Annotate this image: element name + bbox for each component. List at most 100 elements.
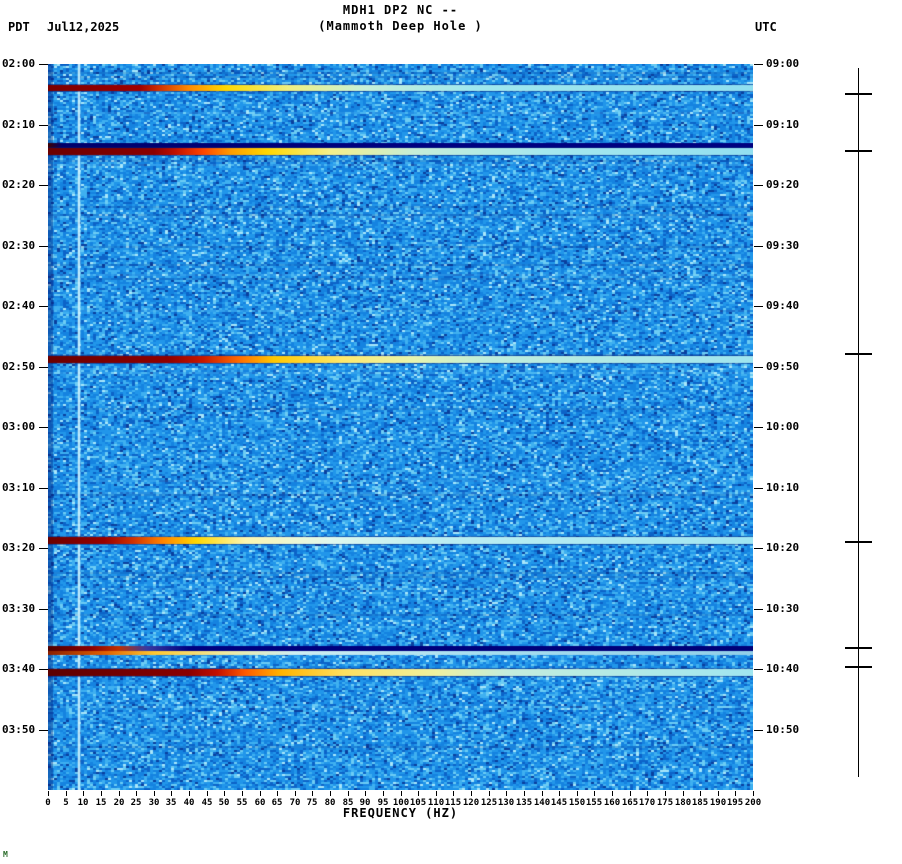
left-axis-tick bbox=[39, 366, 48, 368]
freq-tick-label: 0 bbox=[45, 798, 51, 808]
freq-axis-tick bbox=[471, 791, 472, 796]
freq-tick-label: 85 bbox=[342, 798, 354, 808]
freq-axis-tick bbox=[312, 791, 313, 796]
freq-axis-tick bbox=[612, 791, 613, 796]
left-time-label: 03:40 bbox=[2, 662, 36, 675]
freq-axis-tick bbox=[207, 791, 208, 796]
left-axis-tick bbox=[39, 245, 48, 247]
freq-axis-tick bbox=[436, 791, 437, 796]
spectrogram-heatmap bbox=[48, 64, 753, 790]
left-axis-tick bbox=[39, 487, 48, 489]
right-time-label: 09:30 bbox=[766, 238, 800, 252]
right-time-label: 09:00 bbox=[766, 57, 800, 70]
freq-tick-label: 90 bbox=[359, 798, 371, 808]
left-axis-tick bbox=[39, 669, 48, 670]
left-time-label: 02:50 bbox=[2, 359, 36, 373]
freq-axis-tick bbox=[330, 791, 331, 796]
right-time-label: 09:10 bbox=[766, 117, 800, 131]
station-subtitle: (Mammoth Deep Hole ) bbox=[318, 19, 483, 33]
left-time-label: 03:10 bbox=[2, 480, 36, 494]
left-axis-tick bbox=[39, 608, 48, 610]
frequency-axis-title: FREQUENCY (HZ) bbox=[342, 806, 459, 820]
freq-tick-label: 165 bbox=[621, 798, 639, 808]
freq-tick-label: 175 bbox=[656, 798, 674, 808]
freq-axis-tick bbox=[647, 791, 648, 796]
right-axis-tick bbox=[754, 669, 763, 670]
freq-axis-tick bbox=[665, 791, 666, 796]
left-axis-tick bbox=[39, 548, 48, 549]
freq-tick-label: 155 bbox=[585, 798, 603, 808]
freq-tick-label: 45 bbox=[201, 798, 213, 808]
event-marker-tick bbox=[845, 150, 872, 152]
freq-axis-tick bbox=[365, 791, 366, 796]
freq-tick-label: 145 bbox=[550, 798, 568, 808]
freq-tick-label: 100 bbox=[392, 798, 410, 808]
station-title: MDH1 DP2 NC -- bbox=[342, 3, 459, 17]
freq-tick-label: 105 bbox=[409, 798, 427, 808]
date-label: Jul12,2025 bbox=[47, 20, 120, 34]
freq-tick-label: 180 bbox=[674, 798, 692, 808]
right-time-label: 09:20 bbox=[766, 178, 800, 191]
left-time-label: 03:00 bbox=[2, 420, 36, 433]
event-marker-tick bbox=[845, 541, 872, 543]
right-axis-tick bbox=[754, 427, 763, 428]
freq-tick-label: 5 bbox=[63, 798, 69, 808]
left-axis-tick bbox=[39, 185, 48, 186]
freq-tick-label: 10 bbox=[77, 798, 89, 808]
left-time-label: 03:20 bbox=[2, 541, 36, 554]
freq-axis-tick bbox=[718, 791, 719, 796]
freq-tick-label: 170 bbox=[638, 798, 656, 808]
right-time-label: 10:10 bbox=[766, 480, 800, 494]
freq-axis-tick bbox=[453, 791, 454, 796]
left-time-label: 03:30 bbox=[2, 601, 36, 615]
left-time-label: 02:10 bbox=[2, 117, 36, 131]
freq-axis-tick bbox=[119, 791, 120, 796]
freq-axis-tick bbox=[542, 791, 543, 796]
freq-tick-label: 80 bbox=[324, 798, 336, 808]
freq-axis-tick bbox=[189, 791, 190, 796]
freq-tick-label: 130 bbox=[497, 798, 515, 808]
left-axis-tick bbox=[39, 124, 48, 126]
left-time-label: 02:00 bbox=[2, 57, 36, 70]
freq-tick-label: 50 bbox=[218, 798, 230, 808]
right-time-label: 10:00 bbox=[766, 420, 800, 433]
freq-tick-label: 200 bbox=[744, 798, 762, 808]
right-time-label: 09:40 bbox=[766, 299, 800, 312]
freq-axis-tick bbox=[242, 791, 243, 796]
corner-mark: M bbox=[3, 850, 8, 859]
freq-tick-label: 160 bbox=[603, 798, 621, 808]
freq-tick-label: 35 bbox=[165, 798, 177, 808]
right-axis-tick bbox=[754, 729, 763, 731]
freq-axis-tick bbox=[154, 791, 155, 796]
freq-tick-label: 190 bbox=[709, 798, 727, 808]
freq-axis-tick bbox=[66, 791, 67, 796]
left-time-label: 03:50 bbox=[2, 722, 36, 736]
freq-axis-tick bbox=[489, 791, 490, 796]
freq-axis-tick bbox=[101, 791, 102, 796]
right-axis-tick bbox=[754, 548, 763, 549]
left-axis-tick bbox=[39, 729, 48, 731]
right-time-label: 10:50 bbox=[766, 722, 800, 736]
freq-tick-label: 15 bbox=[95, 798, 107, 808]
freq-axis-tick bbox=[277, 791, 278, 796]
freq-tick-label: 150 bbox=[568, 798, 586, 808]
freq-axis-tick bbox=[735, 791, 736, 796]
freq-tick-label: 30 bbox=[148, 798, 160, 808]
freq-tick-label: 70 bbox=[289, 798, 301, 808]
freq-axis-tick bbox=[506, 791, 507, 796]
left-time-label: 02:20 bbox=[2, 178, 36, 191]
freq-tick-label: 65 bbox=[271, 798, 283, 808]
freq-tick-label: 110 bbox=[427, 798, 445, 808]
freq-axis-tick bbox=[630, 791, 631, 796]
event-marker-tick bbox=[845, 666, 872, 668]
freq-tick-label: 140 bbox=[533, 798, 551, 808]
freq-axis-tick bbox=[418, 791, 419, 796]
freq-axis-tick bbox=[753, 791, 754, 796]
left-axis-tick bbox=[39, 306, 48, 307]
freq-tick-label: 55 bbox=[236, 798, 248, 808]
freq-tick-label: 195 bbox=[726, 798, 744, 808]
freq-axis-tick bbox=[700, 791, 701, 796]
freq-tick-label: 120 bbox=[462, 798, 480, 808]
freq-axis-tick bbox=[224, 791, 225, 796]
